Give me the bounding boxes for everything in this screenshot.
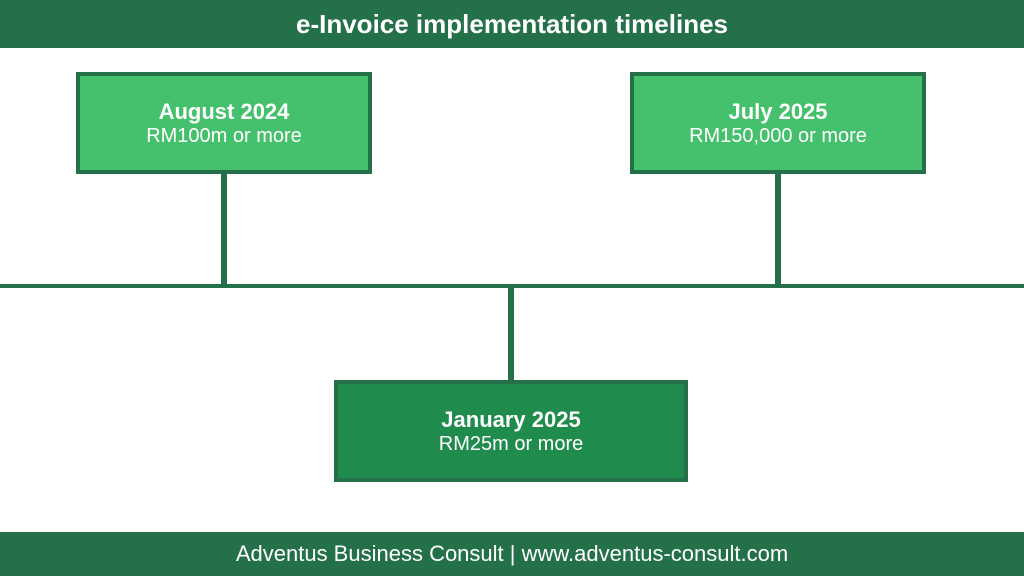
title-text: e-Invoice implementation timelines bbox=[296, 9, 728, 39]
node-title: August 2024 bbox=[159, 99, 290, 125]
node-title: January 2025 bbox=[441, 407, 580, 433]
timeline-node: August 2024RM100m or more bbox=[76, 72, 372, 174]
timeline-node: January 2025RM25m or more bbox=[334, 380, 688, 482]
node-title: July 2025 bbox=[728, 99, 827, 125]
page-title: e-Invoice implementation timelines bbox=[0, 0, 1024, 48]
connector bbox=[221, 172, 227, 284]
connector bbox=[508, 284, 514, 382]
connector bbox=[775, 172, 781, 284]
timeline-node: July 2025RM150,000 or more bbox=[630, 72, 926, 174]
node-subtitle: RM100m or more bbox=[146, 125, 302, 148]
node-subtitle: RM25m or more bbox=[439, 433, 583, 456]
page-footer: Adventus Business Consult | www.adventus… bbox=[0, 532, 1024, 576]
footer-text: Adventus Business Consult | www.adventus… bbox=[236, 541, 788, 566]
node-subtitle: RM150,000 or more bbox=[689, 125, 867, 148]
